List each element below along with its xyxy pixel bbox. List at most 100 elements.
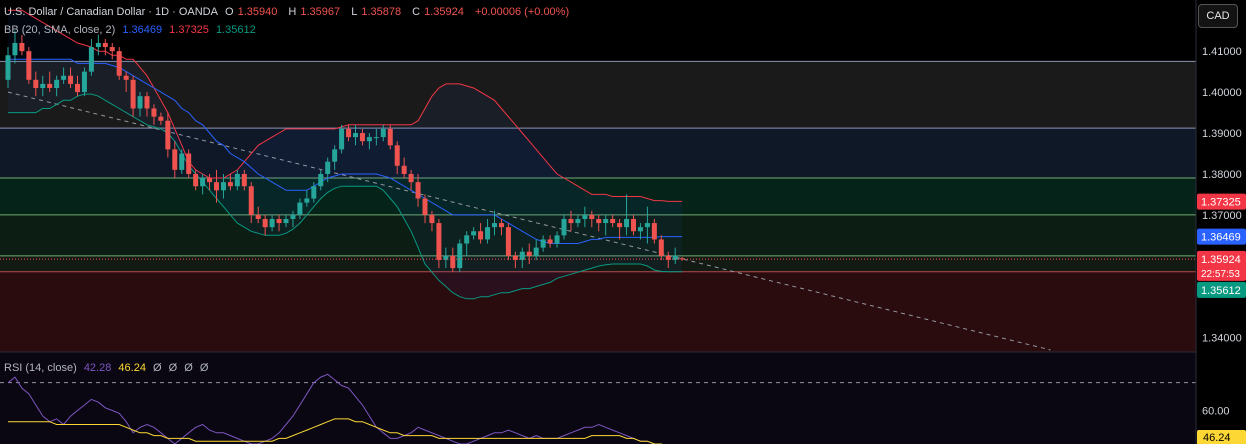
price-axis-ticks: 1.41000 1.40000 1.39000 1.38000 1.37000 1.340…	[1202, 46, 1242, 345]
ohlc-close-value: 1.35924	[424, 6, 464, 18]
candle-body-38	[269, 218, 275, 228]
zone-5	[0, 271, 1196, 352]
rsi-legend[interactable]: RSI (14, close) 42.28 46.24 Ø Ø Ø Ø	[4, 362, 212, 374]
price-label-bg-1	[1197, 228, 1246, 245]
candle-body-19	[137, 96, 143, 109]
candle-body-43	[304, 198, 310, 203]
ohlc-low: L 1.35878	[351, 6, 405, 18]
rsi-extra-2: Ø	[184, 362, 193, 374]
candle-body-86	[603, 218, 609, 224]
candle-body-27	[193, 173, 199, 187]
candle-body-80	[561, 218, 567, 236]
bb-basis-value: 1.36469	[122, 24, 163, 36]
candle-body-8	[61, 75, 67, 80]
bb-lower-value: 1.35612	[215, 24, 256, 36]
candle-body-95	[665, 255, 671, 260]
candle-body-46	[325, 161, 331, 174]
candle-body-20	[144, 96, 150, 109]
rsi-label: RSI (14, close)	[4, 362, 77, 374]
candle-body-10	[75, 83, 80, 93]
ohlc-open: O 1.35940	[225, 6, 281, 18]
zone-4	[0, 255, 1196, 272]
bb-lower-line	[8, 93, 683, 300]
candle-body-97	[679, 258, 685, 260]
rsi-extra-0: Ø	[153, 362, 162, 374]
candle-body-35	[248, 186, 254, 215]
price-label-bg-3	[1197, 281, 1246, 298]
bb-label: BB (20, SMA, close, 2)	[4, 24, 116, 36]
candle-body-48	[339, 128, 345, 150]
ohlc-open-value: 1.35940	[237, 6, 278, 18]
trendline[interactable]	[7, 91, 1051, 351]
candle-body-5	[40, 83, 46, 88]
price-label-bg-0	[1197, 193, 1246, 210]
candle-body-34	[241, 173, 247, 187]
candle-body-51	[359, 133, 365, 142]
candle-body-61	[429, 214, 435, 224]
candle-body-54	[380, 128, 386, 138]
candle-body-30	[214, 182, 219, 191]
ohlc-low-label: L	[351, 6, 358, 18]
candle-body-0	[5, 55, 11, 80]
price-tick-4: 1.37000	[1202, 210, 1242, 222]
ohlc-close-label: C	[412, 6, 421, 18]
rsi-ma-value: 46.24	[118, 362, 146, 374]
price-axis-labels: 1.37325 1.36469 1.35924 22:57:53 1.35612	[1197, 193, 1246, 298]
candle-body-59	[415, 182, 421, 199]
candle-body-56	[394, 145, 400, 166]
candle-body-73	[512, 255, 518, 260]
ohlc-high-label: H	[288, 6, 297, 18]
currency-button[interactable]: CAD	[1198, 4, 1238, 28]
candle-body-70	[492, 223, 497, 228]
candle-body-67	[471, 231, 477, 236]
candle-body-15	[109, 47, 115, 52]
zone-1	[0, 128, 1196, 179]
candle-body-23	[165, 120, 171, 150]
ohlc-close: C 1.35924	[412, 6, 468, 18]
candle-body-93	[651, 223, 657, 240]
candle-body-14	[102, 42, 108, 48]
candle-body-44	[311, 186, 317, 199]
price-label-bg-2	[1197, 250, 1246, 281]
ohlc-open-label: O	[225, 6, 234, 18]
price-countdown: 22:57:53	[1201, 269, 1240, 280]
candle-body-39	[276, 218, 282, 224]
ohlc-low-value: 1.35878	[361, 6, 402, 18]
bb-upper-value: 1.37325	[169, 24, 209, 36]
candle-body-77	[540, 239, 546, 248]
rsi-tick-0: 60.00	[1202, 406, 1230, 418]
price-tick-1: 1.40000	[1202, 87, 1242, 99]
candle-body-47	[332, 149, 338, 162]
candle-body-18	[130, 79, 136, 109]
rsi-line	[7, 373, 656, 444]
candle-body-29	[207, 178, 213, 183]
candle-body-13	[95, 42, 101, 48]
candle-body-94	[658, 239, 664, 256]
candle-body-76	[533, 247, 539, 256]
candle-body-32	[227, 182, 233, 187]
candle-body-78	[547, 239, 553, 244]
rsi-pane-background	[0, 352, 1196, 444]
candle-body-63	[443, 255, 449, 260]
candle-body-6	[47, 83, 53, 88]
price-axis[interactable]	[1196, 0, 1246, 444]
rsi-axis-ticks: 60.00 46.24	[1197, 406, 1246, 444]
rsi-last-label: 46.24	[1203, 432, 1231, 444]
symbol-header: U.S. Dollar / Canadian Dollar · 1D · OAN…	[4, 6, 573, 18]
candle-body-55	[387, 128, 393, 146]
candle-body-69	[485, 227, 491, 240]
candle-body-31	[220, 182, 226, 191]
rsi-last-label-bg	[1197, 430, 1246, 444]
candle-body-45	[318, 173, 324, 187]
candle-body-37	[262, 218, 268, 228]
price-label-1: 1.36469	[1201, 232, 1241, 244]
rsi-value: 42.28	[83, 362, 112, 374]
candle-body-57	[401, 165, 407, 174]
candle-body-24	[172, 149, 178, 170]
candle-body-85	[596, 218, 602, 224]
candle-body-91	[637, 227, 643, 232]
bb-legend[interactable]: BB (20, SMA, close, 2) 1.36469 1.37325 1…	[4, 24, 260, 36]
zone-2	[0, 178, 1196, 215]
symbol-title[interactable]: U.S. Dollar / Canadian Dollar · 1D · OAN…	[4, 6, 218, 18]
